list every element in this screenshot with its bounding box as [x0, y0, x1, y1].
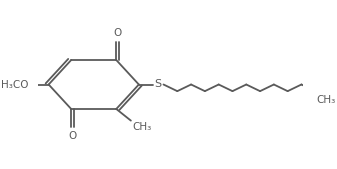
Text: CH₃: CH₃: [316, 95, 336, 105]
Text: CH₃: CH₃: [132, 122, 151, 132]
Text: O: O: [68, 131, 76, 141]
Text: H₃CO: H₃CO: [1, 79, 29, 90]
Text: O: O: [114, 28, 122, 38]
Text: S: S: [155, 79, 162, 89]
